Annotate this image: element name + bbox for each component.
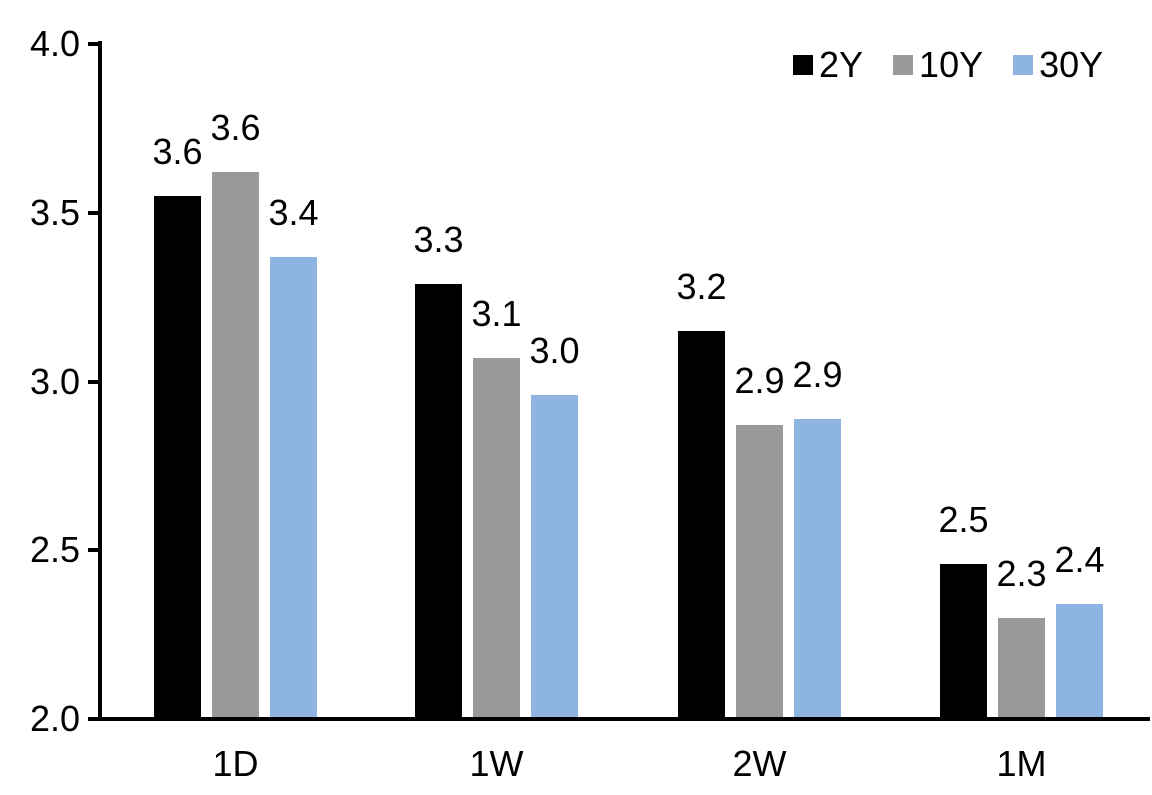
bar-2y-1m — [940, 563, 987, 717]
bar-10y-1d — [212, 172, 259, 717]
y-axis-line — [98, 41, 102, 721]
legend-item-2y: 2Y — [793, 45, 863, 85]
y-tick-mark-3.5 — [88, 210, 100, 215]
x-category-label-2w: 2W — [732, 743, 787, 784]
bar-value-label: 2.9 — [734, 360, 785, 402]
legend-label: 30Y — [1039, 44, 1104, 85]
legend-swatch-icon — [793, 55, 813, 75]
y-tick-label: 3.0 — [29, 360, 80, 402]
bar-value-label: 3.1 — [471, 292, 522, 334]
bar-value-label: 3.4 — [268, 191, 319, 233]
y-tick-label: 3.5 — [29, 191, 80, 233]
x-axis-line — [98, 717, 1150, 721]
bar-30y-2w — [794, 418, 841, 717]
bar-10y-1w — [473, 357, 520, 717]
y-tick-mark-2.0 — [88, 717, 100, 721]
legend-label: 2Y — [819, 44, 864, 85]
x-category-label-1m: 1M — [996, 743, 1047, 784]
y-tick-mark-4.0 — [88, 42, 100, 46]
bar-value-label: 2.3 — [996, 552, 1047, 594]
y-tick-label: 2.5 — [29, 529, 80, 571]
bar-value-label: 3.6 — [152, 130, 203, 172]
y-tick-mark-3.0 — [88, 379, 100, 384]
legend-swatch-icon — [893, 55, 914, 75]
bar-2y-1w — [415, 283, 462, 717]
bar-value-label: 3.2 — [676, 265, 727, 307]
bar-value-label: 2.5 — [938, 498, 989, 540]
y-tick-mark-2.5 — [88, 548, 100, 553]
x-category-label-1w: 1W — [469, 743, 524, 784]
y-tick-label: 2.0 — [29, 698, 80, 739]
bar-30y-1d — [270, 256, 317, 717]
bar-2y-1d — [154, 195, 201, 717]
bar-value-label: 2.9 — [792, 353, 843, 395]
bar-30y-1m — [1056, 604, 1103, 717]
bar-value-label: 2.4 — [1054, 539, 1105, 581]
bar-value-label: 3.6 — [210, 107, 261, 149]
bar-10y-1m — [998, 617, 1045, 717]
legend: 2Y 10Y 30Y — [793, 45, 1103, 85]
legend-swatch-icon — [1013, 55, 1034, 75]
bar-value-label: 3.0 — [529, 330, 580, 371]
bar-2y-2w — [678, 330, 725, 717]
legend-item-10y: 10Y — [893, 45, 983, 85]
legend-label: 10Y — [919, 44, 984, 85]
legend-item-30y: 30Y — [1013, 45, 1103, 85]
bar-value-label: 3.3 — [413, 218, 464, 260]
bar-10y-2w — [736, 425, 783, 717]
y-tick-label: 4.0 — [29, 23, 80, 64]
x-category-label-1d: 1D — [212, 743, 259, 784]
bar-30y-1w — [531, 395, 578, 717]
